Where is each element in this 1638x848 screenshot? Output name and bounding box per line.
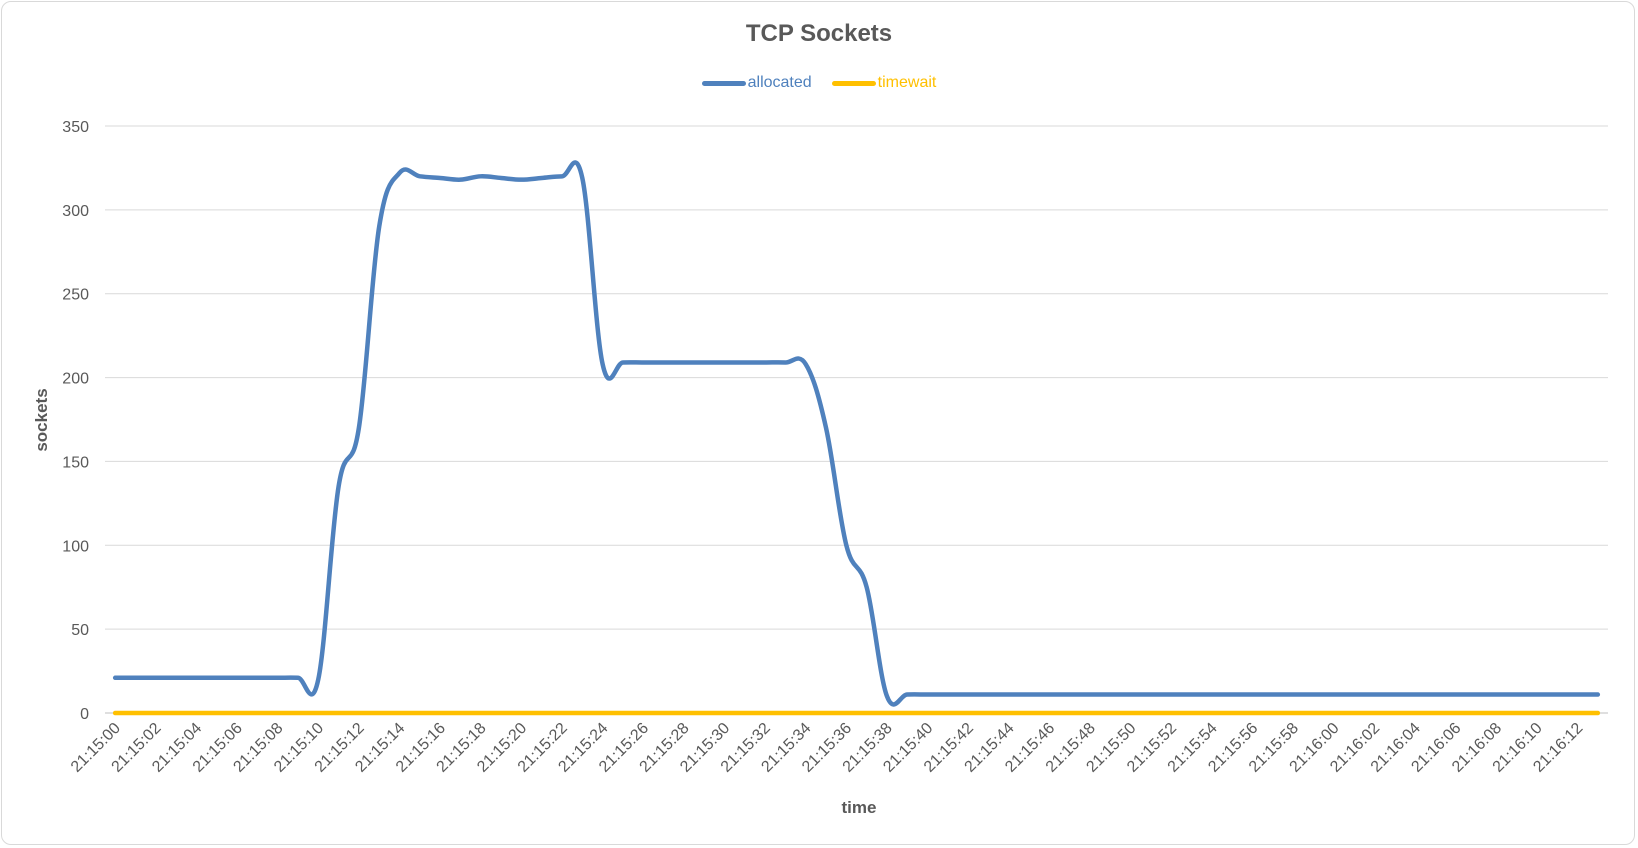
legend: allocated timewait [0, 74, 1638, 92]
legend-swatch-allocated [701, 80, 746, 86]
legend-item-timewait: timewait [831, 74, 937, 92]
y-tick-label: 300 [62, 203, 89, 220]
gridlines [105, 125, 1608, 714]
y-tick-labels: 0 50 100 150 200 250 300 350 [62, 119, 89, 723]
x-axis-title: time [841, 798, 877, 817]
legend-label-timewait: timewait [877, 74, 937, 91]
y-tick-label: 350 [62, 119, 89, 136]
y-tick-label: 100 [62, 538, 89, 555]
legend-item-allocated: allocated [701, 74, 812, 92]
legend-label-allocated: allocated [747, 74, 812, 91]
y-tick-label: 250 [62, 287, 89, 304]
y-tick-label: 150 [62, 454, 89, 471]
y-tick-label: 0 [80, 706, 89, 723]
x-tick-labels: 21:15:0021:15:0221:15:0421:15:0621:15:08… [68, 720, 1587, 776]
legend-swatch-timewait [831, 80, 876, 86]
chart-title: TCP Sockets [745, 20, 893, 47]
y-tick-label: 200 [62, 371, 89, 388]
y-tick-label: 50 [71, 622, 89, 639]
series-line-allocated [112, 160, 1601, 707]
series-lines [112, 160, 1601, 716]
